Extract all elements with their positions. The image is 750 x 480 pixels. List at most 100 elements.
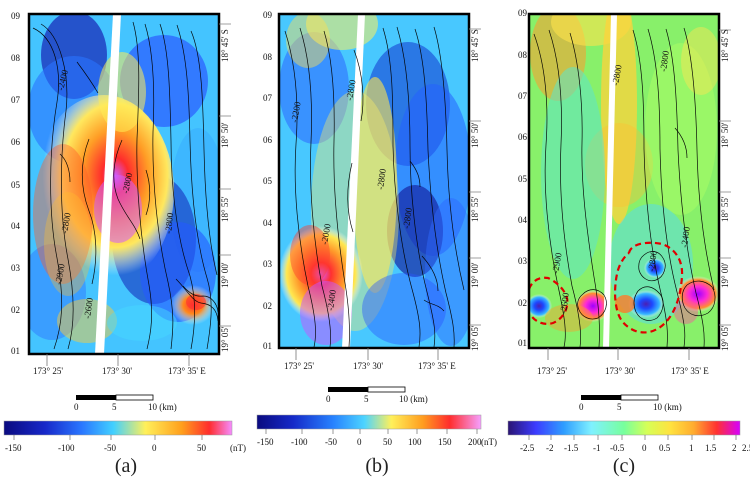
- contour-label: -2600: [82, 297, 95, 320]
- x-tick: 173° 30': [605, 366, 635, 376]
- caption-b: (b): [365, 455, 389, 477]
- caption-c: (c): [612, 455, 636, 477]
- contour-label: -2800: [120, 171, 134, 194]
- lat-tick: 18° 45' S: [720, 29, 730, 62]
- colorbar-tick: -100: [291, 437, 308, 447]
- contour-label: -2000: [319, 222, 333, 245]
- colorbar-tick: -50: [104, 443, 116, 453]
- y-tick: 03: [518, 256, 528, 266]
- colorbar-tick: -1: [593, 443, 601, 453]
- panel-a-figure: -2400 -2800 -2800 -2600 -2800 -2900 09 0…: [3, 11, 246, 453]
- lat-tick: 18° 50': [470, 122, 480, 148]
- y-tick: 01: [263, 341, 272, 351]
- colorbar-tick: 0: [642, 443, 647, 453]
- y-tick: 04: [518, 215, 528, 225]
- y-tick: 05: [11, 180, 21, 190]
- colorbar-tick: -150: [5, 443, 22, 453]
- colorbar-tick: 200: [468, 437, 482, 447]
- contour-label: -2800: [375, 168, 388, 191]
- colorbar-tick: 0.5: [659, 443, 671, 453]
- colorbar-tick: -1.5: [564, 443, 579, 453]
- y-tick: 07: [263, 93, 273, 103]
- scale-label: 0: [579, 402, 584, 412]
- y-tick: 02: [11, 305, 20, 315]
- contour-label: -2200: [289, 100, 303, 123]
- panel-b-figure: -2200 -2800 -2800 -2000 -2800 -2400 09 0…: [256, 10, 497, 447]
- y-tick: 07: [518, 91, 528, 101]
- x-tick: 173° 35' E: [671, 366, 709, 376]
- colorbar-unit: (nT): [481, 437, 497, 447]
- colorbar-tick: 100: [408, 437, 422, 447]
- colorbar-unit: 2.5 (A/m): [742, 443, 750, 453]
- panel-c: -2800 -2800 -2900 -2600 -2800 -2400 09 0…: [500, 0, 750, 480]
- contour-label: -2800: [658, 50, 671, 73]
- contour-label: -2900: [550, 251, 564, 274]
- y-tick: 07: [11, 95, 21, 105]
- scale-label: 5: [112, 402, 117, 412]
- colorbar-tick: -2.5: [520, 443, 535, 453]
- lat-tick: 18° 55': [470, 196, 480, 222]
- colorbar-tick: 1: [689, 443, 694, 453]
- contour-label: -2400: [325, 289, 338, 312]
- colorbar-tick: -0.5: [610, 443, 625, 453]
- colorbar-tick: -2: [546, 443, 554, 453]
- colorbar-tick: -150: [257, 437, 274, 447]
- y-tick: 02: [518, 298, 527, 308]
- contour-label: -2800: [646, 250, 659, 273]
- lat-tick: 18° 45' S: [220, 29, 230, 62]
- lat-tick: 18° 50': [220, 122, 230, 148]
- colorbar-tick: 50: [197, 443, 207, 453]
- lat-tick: 19° 05': [720, 325, 730, 351]
- colorbar-tick: -50: [325, 437, 337, 447]
- y-tick: 05: [518, 174, 528, 184]
- y-tick: 03: [263, 259, 273, 269]
- y-tick: 06: [263, 135, 273, 145]
- y-tick: 02: [263, 301, 272, 311]
- contour-label: -2400: [679, 226, 692, 249]
- y-tick: 05: [263, 176, 273, 186]
- colorbar-unit: (nT): [230, 443, 246, 453]
- y-tick: 06: [518, 132, 528, 142]
- panel-a: -2400 -2800 -2800 -2600 -2800 -2900 09 0…: [0, 0, 250, 480]
- scale-label: 10 (km): [653, 402, 682, 412]
- lat-tick: 18° 50': [720, 122, 730, 148]
- caption-a: (a): [114, 455, 138, 477]
- scale-label: 0: [74, 402, 79, 412]
- y-tick: 04: [263, 218, 273, 228]
- contour-label: -2800: [401, 207, 414, 230]
- panel-b: -2200 -2800 -2800 -2000 -2800 -2400 09 0…: [250, 0, 500, 480]
- scale-label: 5: [364, 394, 369, 404]
- contour-label: -2900: [53, 262, 67, 285]
- x-tick: 173° 25': [537, 366, 567, 376]
- lat-tick: 19° 00': [220, 262, 230, 288]
- colorbar-tick: 0: [152, 443, 157, 453]
- x-tick: 173° 30': [353, 361, 383, 371]
- panel-c-figure: -2800 -2800 -2900 -2600 -2800 -2400 09 0…: [507, 8, 750, 453]
- colorbar-tick: 2: [732, 443, 737, 453]
- colorbar-tick: 0: [357, 437, 362, 447]
- scale-label: 10 (km): [148, 402, 177, 412]
- x-tick: 173° 30': [102, 366, 132, 376]
- lat-tick: 19° 00': [470, 262, 480, 288]
- scale-label: 10 (km): [399, 394, 428, 404]
- contour-label: -2800: [610, 63, 624, 86]
- y-tick: 03: [11, 263, 21, 273]
- scale-label: 5: [617, 402, 622, 412]
- y-tick: 01: [11, 346, 20, 356]
- colorbar-tick: 1.5: [705, 443, 717, 453]
- y-tick: 06: [11, 137, 21, 147]
- colorbar-tick: 50: [383, 437, 393, 447]
- y-tick: 08: [263, 52, 273, 62]
- contour-label: -2800: [163, 212, 175, 234]
- x-tick: 173° 35' E: [418, 361, 456, 371]
- lat-tick: 19° 05': [220, 326, 230, 352]
- lat-tick: 19° 00': [720, 262, 730, 288]
- y-tick: 09: [263, 10, 273, 20]
- colorbar-tick: 150: [438, 437, 452, 447]
- y-tick: 08: [518, 50, 528, 60]
- x-tick: 173° 35' E: [168, 366, 206, 376]
- lat-tick: 18° 45' S: [470, 29, 480, 62]
- contour-label: -2800: [344, 78, 358, 101]
- y-tick: 09: [11, 11, 21, 21]
- x-tick: 173° 25': [33, 366, 63, 376]
